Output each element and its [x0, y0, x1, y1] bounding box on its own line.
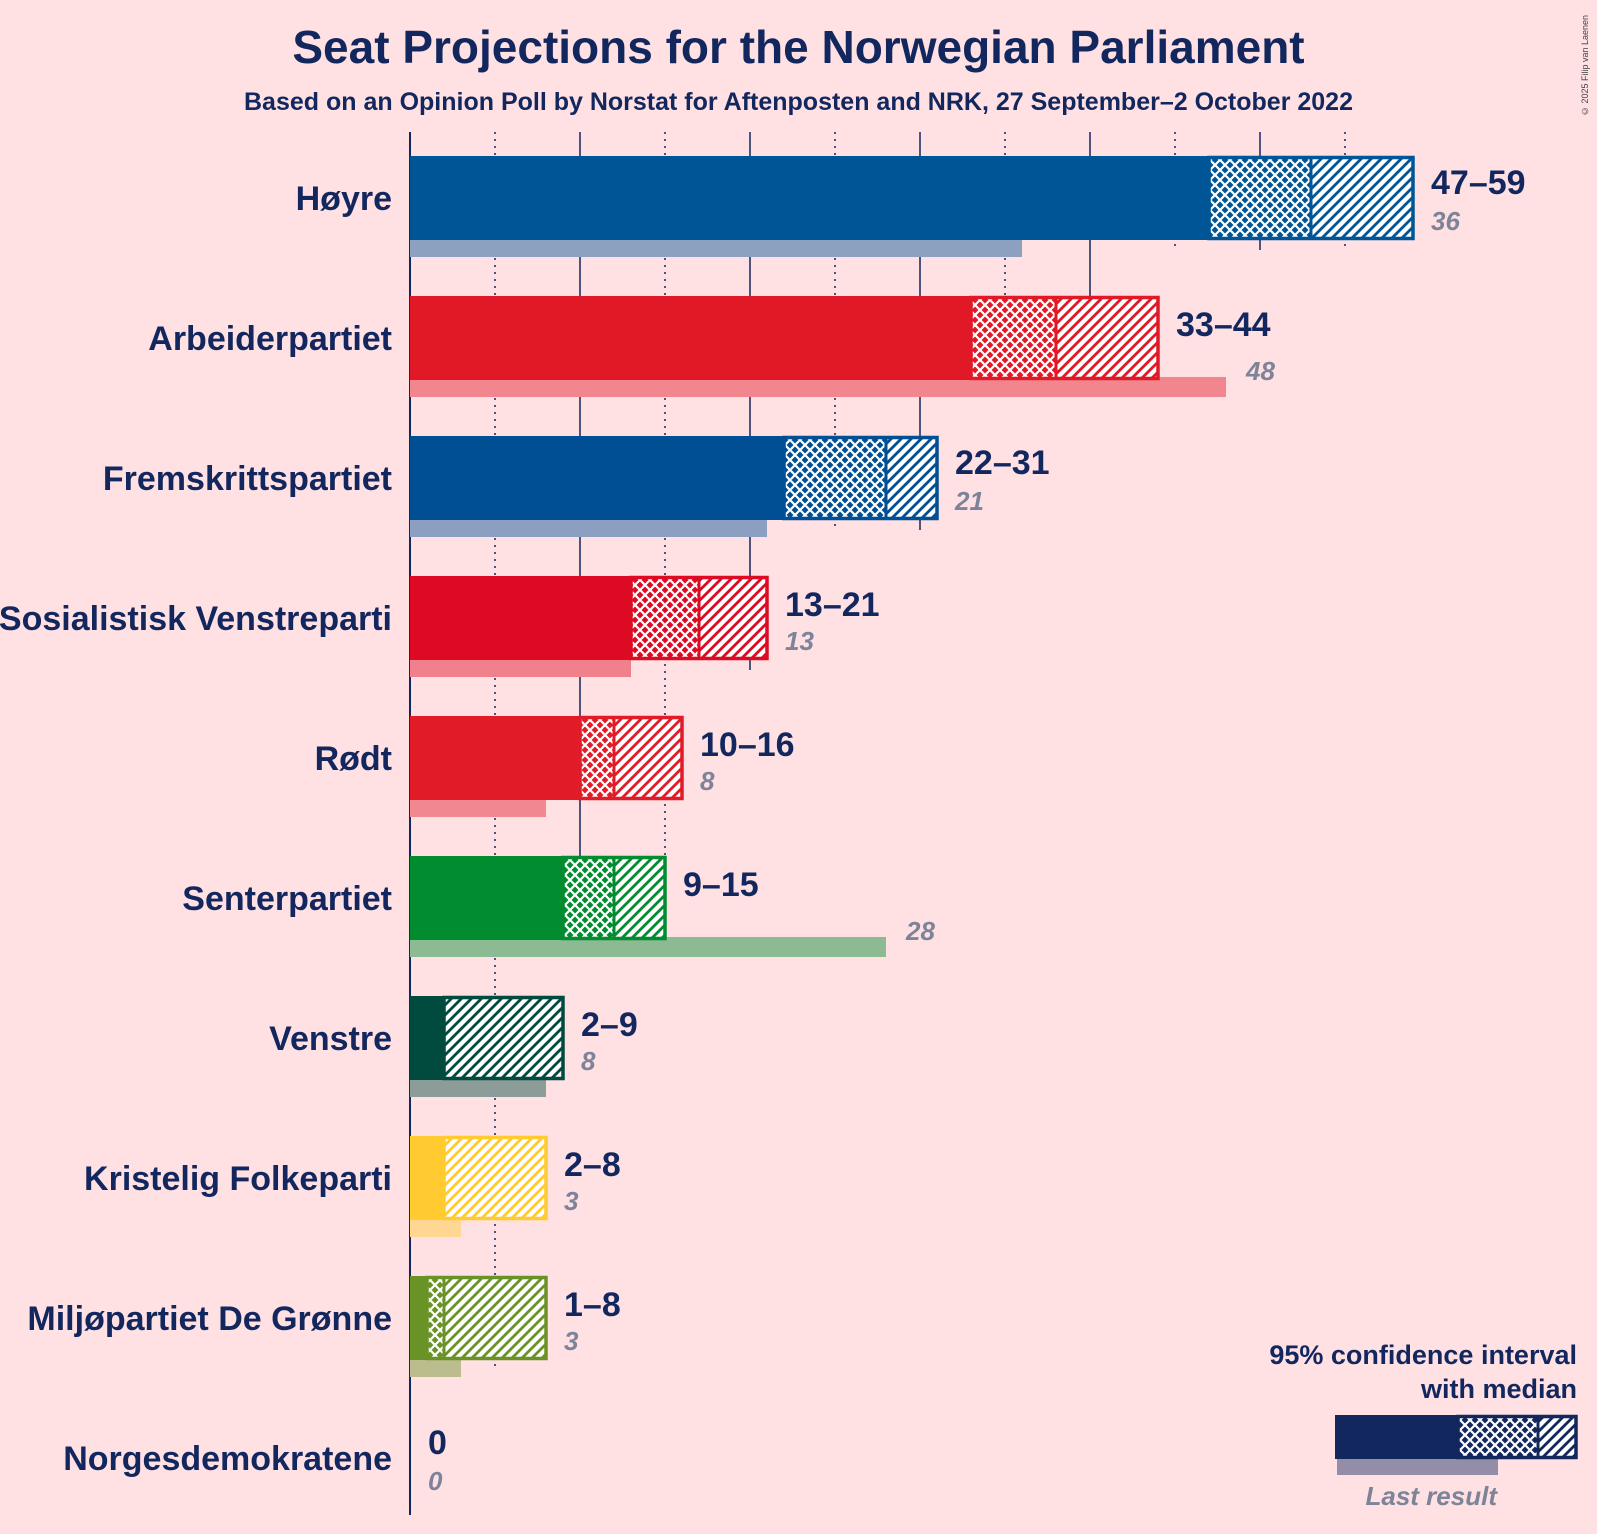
- ci-outline-arbeiderpartiet: [969, 295, 1160, 381]
- range-label-venstre: 2–9: [581, 1006, 638, 1044]
- party-row-miljopartiet-de-gronne: [410, 1275, 548, 1377]
- ci-upper-half-bar-fremskrittspartiet: [884, 436, 939, 520]
- ci-lower-half-bar-rodt: [580, 716, 614, 800]
- legend-title-line2: with median: [1420, 1374, 1577, 1404]
- last-result-bar-miljopartiet-de-gronne: [410, 1357, 461, 1377]
- range-label-arbeiderpartiet: 33–44: [1176, 306, 1271, 344]
- last-result-bar-kristelig-folkeparti: [410, 1217, 461, 1237]
- ci-outline-senterpartiet: [561, 855, 667, 941]
- ci-upper-half-bar-venstre: [442, 996, 565, 1080]
- range-label-rodt: 10–16: [700, 726, 795, 764]
- range-label-kristelig-folkeparti: 2–8: [564, 1146, 621, 1184]
- legend-last-result-label: Last result: [1366, 1481, 1499, 1511]
- ci-solid-bar-rodt: [410, 716, 580, 800]
- last-result-label-miljopartiet-de-gronne: 3: [564, 1326, 579, 1356]
- party-row-kristelig-folkeparti: [410, 1135, 548, 1237]
- ci-solid-bar-senterpartiet: [410, 856, 563, 940]
- last-result-bar-arbeiderpartiet: [410, 377, 1226, 397]
- ci-upper-half-bar-rodt: [612, 716, 684, 800]
- last-result-label-sosialistisk-venstreparti: 13: [785, 626, 814, 656]
- ci-solid-bar-venstre: [410, 996, 444, 1080]
- ci-outline-sosialistisk-venstreparti: [629, 575, 769, 661]
- party-label-miljopartiet-de-gronne: Miljøpartiet De Grønne: [27, 1300, 392, 1338]
- party-row-rodt: [410, 715, 684, 817]
- ci-upper-half-bar-arbeiderpartiet: [1054, 296, 1160, 380]
- labels-layer: Høyre 47–59 36 Arbeiderpartiet 33–44 48 Fremsk…: [0, 164, 1526, 1496]
- last-result-label-senterpartiet: 28: [905, 916, 935, 946]
- last-result-bar-senterpartiet: [410, 937, 886, 957]
- party-row-senterpartiet: [410, 855, 886, 957]
- ci-lower-half-bar-hoyre: [1209, 156, 1311, 240]
- bars-layer: [410, 155, 1415, 1377]
- range-label-fremskrittspartiet: 22–31: [955, 444, 1050, 482]
- last-result-label-kristelig-folkeparti: 3: [564, 1186, 579, 1216]
- last-result-label-norgesdemokratene: 0: [428, 1466, 443, 1496]
- chart-title: Seat Projections for the Norwegian Parli…: [292, 21, 1305, 73]
- last-result-label-fremskrittspartiet: 21: [954, 486, 984, 516]
- ci-lower-half-bar-arbeiderpartiet: [971, 296, 1056, 380]
- last-result-label-rodt: 8: [700, 766, 715, 796]
- ci-outline-venstre: [442, 995, 565, 1081]
- last-result-bar-venstre: [410, 1077, 546, 1097]
- last-result-label-hoyre: 36: [1431, 206, 1460, 236]
- ci-solid-bar-miljopartiet-de-gronne: [410, 1276, 427, 1360]
- legend-title-line1: 95% confidence interval: [1269, 1340, 1577, 1370]
- party-row-fremskrittspartiet: [410, 435, 939, 537]
- party-row-sosialistisk-venstreparti: [410, 575, 769, 677]
- ci-outline-hoyre: [1207, 155, 1415, 241]
- range-label-hoyre: 47–59: [1431, 164, 1526, 202]
- party-row-hoyre: [410, 155, 1415, 257]
- party-row-arbeiderpartiet: [410, 295, 1226, 397]
- ci-solid-bar-sosialistisk-venstreparti: [410, 576, 631, 660]
- ci-outline-fremskrittspartiet: [782, 435, 939, 521]
- ci-upper-half-bar-sosialistisk-venstreparti: [697, 576, 769, 660]
- range-label-senterpartiet: 9–15: [683, 866, 759, 904]
- ci-outline-miljopartiet-de-gronne: [425, 1275, 548, 1361]
- last-result-label-venstre: 8: [581, 1046, 596, 1076]
- ci-solid-bar-arbeiderpartiet: [410, 296, 971, 380]
- party-label-norgesdemokratene: Norgesdemokratene: [63, 1440, 392, 1478]
- ci-upper-half-bar-kristelig-folkeparti: [442, 1136, 548, 1220]
- range-label-norgesdemokratene: 0: [428, 1424, 447, 1462]
- legend-cross-swatch: [1458, 1415, 1538, 1459]
- party-label-hoyre: Høyre: [296, 180, 392, 218]
- party-row-venstre: [410, 995, 565, 1097]
- party-label-kristelig-folkeparti: Kristelig Folkeparti: [84, 1160, 392, 1198]
- party-label-venstre: Venstre: [269, 1020, 392, 1058]
- ci-outline-kristelig-folkeparti: [442, 1135, 548, 1221]
- last-result-bar-fremskrittspartiet: [410, 517, 767, 537]
- ci-upper-half-bar-miljopartiet-de-gronne: [442, 1276, 548, 1360]
- ci-lower-half-bar-fremskrittspartiet: [784, 436, 886, 520]
- party-label-fremskrittspartiet: Fremskrittspartiet: [103, 460, 392, 498]
- ci-solid-bar-kristelig-folkeparti: [410, 1136, 444, 1220]
- party-label-arbeiderpartiet: Arbeiderpartiet: [148, 320, 392, 358]
- chart-subtitle: Based on an Opinion Poll by Norstat for …: [243, 88, 1353, 116]
- ci-lower-half-bar-sosialistisk-venstreparti: [631, 576, 699, 660]
- last-result-bar-sosialistisk-venstreparti: [410, 657, 631, 677]
- ci-upper-half-bar-hoyre: [1309, 156, 1415, 240]
- last-result-bar-hoyre: [410, 237, 1022, 257]
- legend: 95% confidence interval with median Last r…: [1269, 1340, 1578, 1511]
- legend-outline: [1456, 1414, 1578, 1460]
- ci-outline-rodt: [578, 715, 684, 801]
- legend-hatch-swatch: [1536, 1415, 1578, 1459]
- range-label-miljopartiet-de-gronne: 1–8: [564, 1286, 621, 1324]
- ci-lower-half-bar-miljopartiet-de-gronne: [427, 1276, 444, 1360]
- last-result-label-arbeiderpartiet: 48: [1245, 356, 1275, 386]
- ci-lower-half-bar-senterpartiet: [563, 856, 614, 940]
- ci-solid-bar-hoyre: [410, 156, 1209, 240]
- party-label-senterpartiet: Senterpartiet: [182, 880, 392, 918]
- ci-solid-bar-fremskrittspartiet: [410, 436, 784, 520]
- range-label-sosialistisk-venstreparti: 13–21: [785, 586, 880, 624]
- party-label-sosialistisk-venstreparti: Sosialistisk Venstreparti: [0, 600, 392, 638]
- last-result-bar-rodt: [410, 797, 546, 817]
- party-label-rodt: Rødt: [315, 740, 392, 778]
- legend-solid-swatch: [1335, 1415, 1458, 1459]
- ci-upper-half-bar-senterpartiet: [612, 856, 667, 940]
